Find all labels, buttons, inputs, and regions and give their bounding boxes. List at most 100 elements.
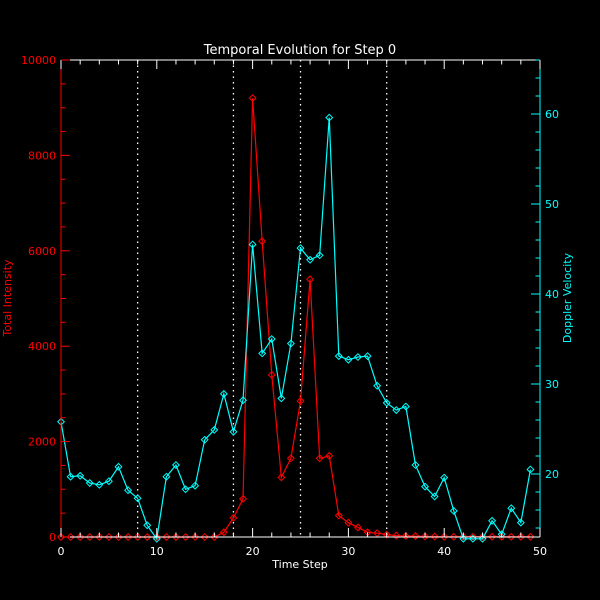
intensity-point-18 [229,513,238,522]
intensity-point-20 [248,94,257,103]
x-tick-label-3: 30 [341,545,355,558]
velocity-point-30 [344,355,353,364]
left-tick-label-4: 8000 [28,149,56,162]
velocity-point-1 [66,472,75,481]
velocity-point-6 [114,462,123,471]
velocity-point-38 [421,482,430,491]
intensity-point-42 [459,532,468,541]
velocity-point-11 [162,472,171,481]
right-tick-label-4: 60 [545,108,559,121]
velocity-point-24 [286,339,295,348]
intensity-point-2 [76,532,85,542]
velocity-point-34 [382,398,391,407]
x-tick-label-0: 0 [58,545,65,558]
intensity-point-31 [353,523,362,532]
velocity-point-23 [277,394,286,403]
axes: 0 10 20 30 40 50 0 2000 4000 6000 8000 10000 20 30 40 5… [21,54,559,558]
velocity-point-16 [210,425,219,434]
intensity-point-35 [392,531,401,540]
intensity-point-30 [344,518,353,527]
velocity-point-5 [104,477,113,486]
x-axis-label: Time Step [271,558,327,571]
velocity-point-2 [76,471,85,480]
velocity-point-33 [373,381,382,390]
velocity-point-36 [401,402,410,411]
velocity-point-17 [219,389,228,398]
velocity-point-27 [315,251,324,260]
intensity-point-0 [56,532,66,542]
intensity-point-36 [401,532,410,541]
intensity-point-3 [85,532,94,542]
intensity-point-6 [114,532,123,542]
velocity-point-37 [411,460,420,470]
velocity-point-26 [306,255,315,264]
velocity-point-7 [124,486,133,495]
x-tick-label-5: 50 [533,545,547,558]
intensity-point-14 [191,532,200,542]
right-tick-label-3: 50 [545,198,559,211]
velocity-point-40 [440,473,449,482]
intensity-point-22 [267,370,276,379]
velocity-point-31 [353,352,362,362]
intensity-point-25 [296,397,305,406]
intensity-point-19 [239,494,248,503]
intensity-point-5 [104,532,113,542]
intensity-point-39 [430,532,439,541]
left-tick-label-2: 4000 [28,340,56,353]
right-tick-label-1: 30 [545,378,559,391]
velocity-point-18 [229,427,238,436]
velocity-point-19 [239,396,248,405]
intensity-point-41 [449,532,458,541]
left-axis-label: Total Intensity [1,259,14,338]
left-tick-label-3: 6000 [28,245,56,258]
velocity-point-48 [516,518,525,527]
velocity-series [56,113,535,543]
intensity-point-28 [325,451,334,460]
velocity-point-28 [325,113,334,122]
intensity-point-29 [334,511,343,520]
velocity-point-20 [248,240,257,249]
x-tick-label-2: 20 [246,545,260,558]
velocity-point-25 [296,244,305,253]
intensity-point-17 [219,528,228,537]
velocity-point-4 [95,480,104,489]
intensity-point-11 [162,532,171,542]
left-tick-label-0: 0 [49,531,56,544]
velocity-point-12 [171,460,180,470]
intensity-point-49 [526,532,535,541]
intensity-point-47 [507,532,516,541]
intensity-point-21 [258,237,267,246]
x-tick-label-1: 10 [150,545,164,558]
velocity-point-9 [143,521,152,530]
velocity-point-32 [363,352,372,361]
velocity-point-29 [334,352,343,361]
velocity-point-21 [258,349,267,358]
intensity-point-40 [440,532,449,541]
velocity-point-43 [468,534,477,543]
intensity-point-8 [133,532,142,542]
intensity-point-24 [286,454,295,463]
intensity-point-48 [516,532,525,541]
velocity-point-39 [430,492,439,501]
x-tick-label-4: 40 [437,545,451,558]
intensity-point-27 [315,454,324,463]
intensity-point-13 [181,532,190,542]
velocity-point-10 [152,534,161,543]
intensity-point-23 [277,473,286,482]
chart-title: Temporal Evolution for Step 0 [203,43,396,58]
intensity-point-43 [468,532,477,541]
velocity-point-46 [497,530,506,539]
velocity-point-42 [459,534,468,543]
intensity-point-15 [200,532,209,542]
velocity-point-13 [181,485,190,494]
intensity-point-16 [210,532,219,542]
intensity-point-38 [421,532,430,541]
velocity-point-41 [449,506,458,515]
intensity-point-7 [124,532,133,542]
left-tick-label-5: 10000 [21,54,56,67]
velocity-point-35 [392,406,401,415]
velocity-point-45 [488,516,497,525]
intensity-point-33 [373,529,382,538]
intensity-point-26 [306,275,315,284]
